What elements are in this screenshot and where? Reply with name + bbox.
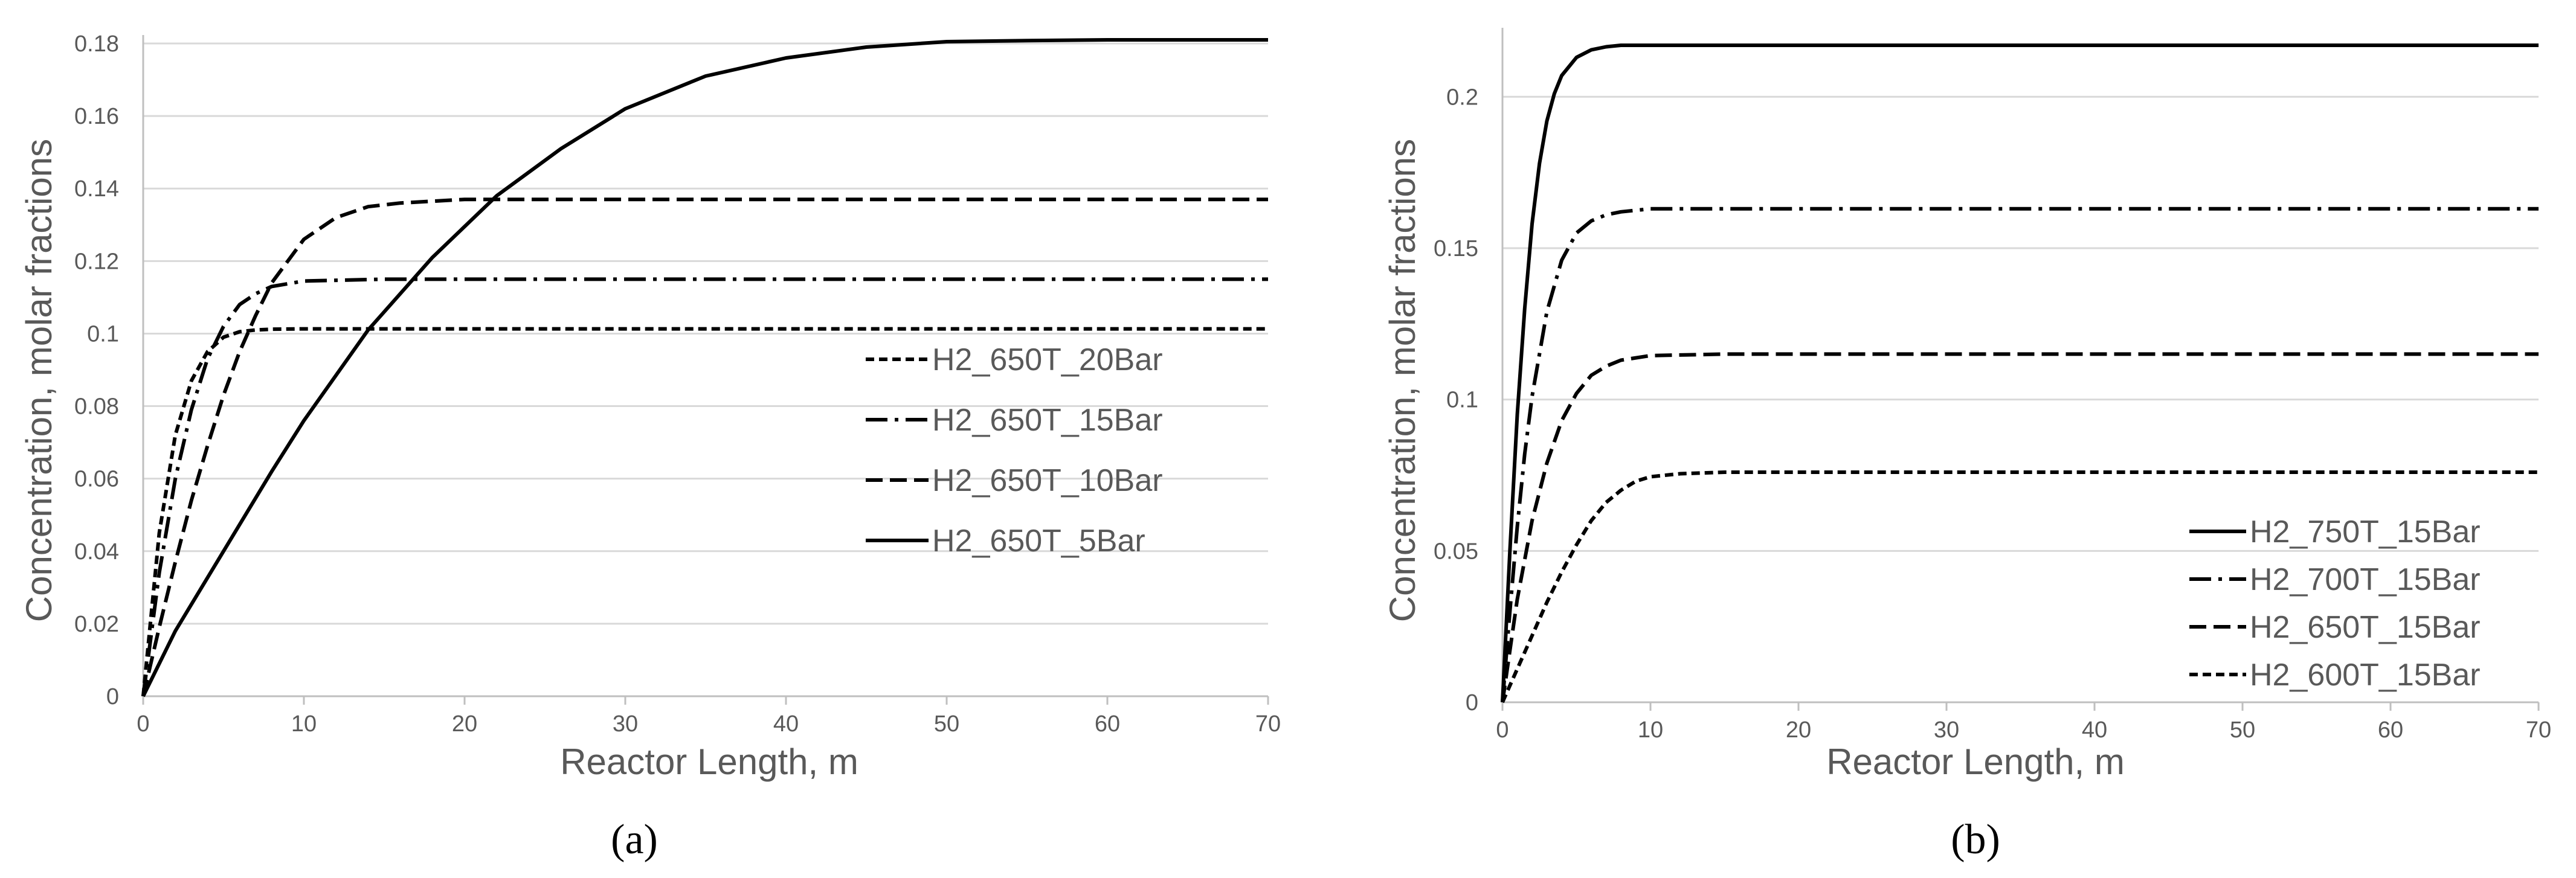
chart-b-series-line-H2_650T_15Bar bbox=[1501, 352, 2539, 703]
chart-b-series-line-H2_600T_15Bar bbox=[1501, 470, 2539, 703]
chart-b-xlabel: Reactor Length, m bbox=[1826, 742, 2125, 782]
chart-a-x-tick-label: 30 bbox=[613, 711, 638, 737]
chart-a-x-tick-label: 20 bbox=[452, 711, 477, 737]
chart-a-y-tick-label: 0.18 bbox=[74, 31, 119, 57]
chart-b-y-tick-label: 0 bbox=[1466, 690, 1478, 716]
chart-a-legend-label: H2_650T_10Bar bbox=[932, 463, 1163, 498]
chart-b-x-tick-label: 60 bbox=[2378, 717, 2403, 743]
chart-b-x-tick-label: 30 bbox=[1934, 717, 1959, 743]
chart-a-x-tick-label: 0 bbox=[137, 711, 149, 737]
chart-a-x-tick-label: 60 bbox=[1095, 711, 1120, 737]
chart-a-series-line-H2_650T_5Bar bbox=[141, 38, 1268, 697]
chart-b-x-tick-label: 40 bbox=[2082, 717, 2107, 743]
chart-a-legend-label: H2_650T_20Bar bbox=[932, 342, 1163, 377]
chart-a-ylabel: Concentration, molar fractions bbox=[19, 139, 59, 622]
chart-a-y-tick-label: 0.08 bbox=[74, 394, 119, 420]
chart-b-legend-label: H2_600T_15Bar bbox=[2250, 658, 2481, 693]
chart-a-x-tick-label: 10 bbox=[291, 711, 317, 737]
chart-b-panel-label: (b) bbox=[1951, 816, 2000, 863]
chart-panel-b: Concentration, molar fractions Reactor L… bbox=[1382, 28, 2551, 863]
chart-b-legend-label: H2_750T_15Bar bbox=[2250, 514, 2481, 550]
chart-b-y-tick-label: 0.2 bbox=[1446, 85, 1478, 110]
chart-a-y-tick-label: 0.14 bbox=[74, 176, 119, 202]
chart-a-y-tick-label: 0.1 bbox=[87, 321, 119, 347]
chart-a-y-tick-label: 0.12 bbox=[74, 249, 119, 274]
chart-b-x-tick-label: 50 bbox=[2230, 717, 2255, 743]
chart-b-y-tick-label: 0.15 bbox=[1434, 236, 1478, 261]
chart-a-series-line-H2_650T_20Bar bbox=[141, 327, 1268, 697]
chart-b-x-tick-label: 70 bbox=[2526, 717, 2551, 743]
chart-b-legend-label: H2_700T_15Bar bbox=[2250, 562, 2481, 597]
chart-b-y-tick-label: 0.05 bbox=[1434, 539, 1478, 564]
chart-b-x-tick-label: 0 bbox=[1496, 717, 1509, 743]
chart-a-series-line-H2_650T_15Bar bbox=[141, 277, 1268, 697]
chart-a-x-tick-label: 70 bbox=[1255, 711, 1281, 737]
chart-b-legend-label: H2_650T_15Bar bbox=[2250, 610, 2481, 645]
chart-a-xlabel: Reactor Length, m bbox=[560, 742, 858, 782]
chart-a-y-tick-label: 0.04 bbox=[74, 539, 119, 565]
chart-panel-a: Concentration, molar fractions Reactor L… bbox=[19, 31, 1281, 863]
chart-a-legend-label: H2_650T_15Bar bbox=[932, 403, 1163, 438]
chart-b-series-line-H2_750T_15Bar bbox=[1501, 43, 2539, 703]
chart-a-legend-label: H2_650T_5Bar bbox=[932, 524, 1145, 559]
chart-a-y-tick-label: 0.02 bbox=[74, 612, 119, 637]
chart-b-series-line-H2_700T_15Bar bbox=[1501, 207, 2539, 703]
chart-a-x-tick-label: 50 bbox=[934, 711, 959, 737]
chart-a-panel-label: (a) bbox=[611, 816, 658, 863]
chart-b-y-tick-label: 0.1 bbox=[1446, 388, 1478, 413]
chart-b-x-tick-label: 10 bbox=[1638, 717, 1663, 743]
chart-a-x-tick-label: 40 bbox=[773, 711, 799, 737]
chart-b-x-tick-label: 20 bbox=[1786, 717, 1811, 743]
chart-a-series-line-H2_650T_10Bar bbox=[141, 197, 1268, 697]
chart-a-y-tick-label: 0.16 bbox=[74, 104, 119, 129]
chart-b-ylabel: Concentration, molar fractions bbox=[1382, 139, 1423, 622]
chart-a-y-tick-label: 0.06 bbox=[74, 467, 119, 492]
chart-a-y-tick-label: 0 bbox=[106, 684, 119, 710]
